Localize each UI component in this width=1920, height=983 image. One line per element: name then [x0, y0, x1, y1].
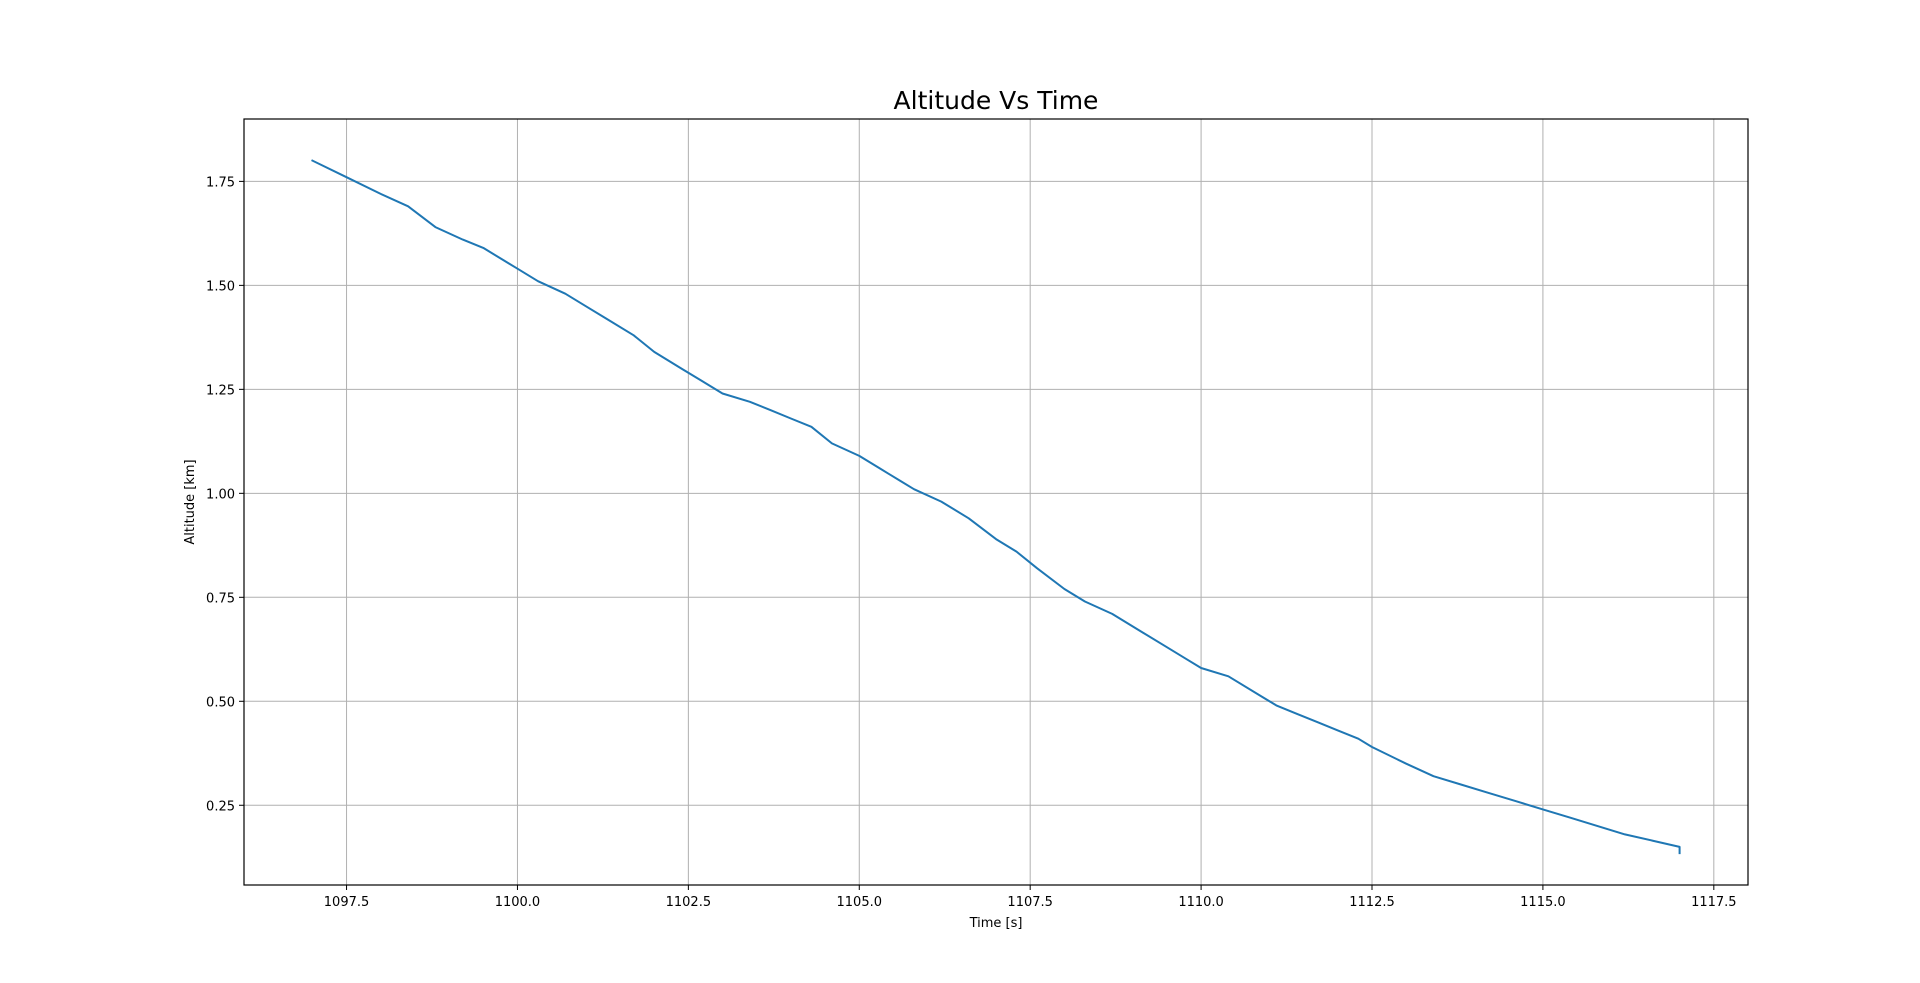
x-tick-label: 1097.5: [324, 895, 370, 910]
y-tick-label: 1.50: [206, 279, 235, 294]
chart-title: Altitude Vs Time: [894, 86, 1099, 115]
x-tick-label: 1102.5: [666, 895, 712, 910]
x-axis-ticks: 1097.5 1100.0 1102.5 1105.0 1107.5 1110.0 1112…: [324, 885, 1737, 910]
x-tick-label: 1100.0: [495, 895, 541, 910]
x-axis-label: Time [s]: [969, 916, 1023, 931]
x-tick-label: 1107.5: [1007, 895, 1053, 910]
x-tick-label: 1105.0: [837, 895, 883, 910]
x-tick-label: 1110.0: [1178, 895, 1224, 910]
x-tick-label: 1115.0: [1520, 895, 1566, 910]
y-tick-label: 0.50: [206, 695, 235, 710]
y-axis-label: Altitude [km]: [183, 459, 198, 544]
series-layer: [311, 159, 1681, 855]
y-tick-label: 1.25: [206, 383, 235, 398]
altitude-series-line: [311, 159, 1681, 855]
plot-frame: [243, 118, 1749, 886]
y-tick-label: 0.25: [206, 799, 235, 814]
y-tick-label: 1.75: [206, 175, 235, 190]
y-axis-ticks: 0.25 0.50 0.75 1.00 1.25 1.50 1.75: [206, 175, 244, 814]
x-grid: [346, 119, 1715, 885]
x-tick-label: 1112.5: [1349, 895, 1395, 910]
y-tick-label: 1.00: [206, 487, 235, 502]
x-tick-label: 1117.5: [1691, 895, 1737, 910]
y-grid: [244, 180, 1748, 806]
y-tick-label: 0.75: [206, 591, 235, 606]
